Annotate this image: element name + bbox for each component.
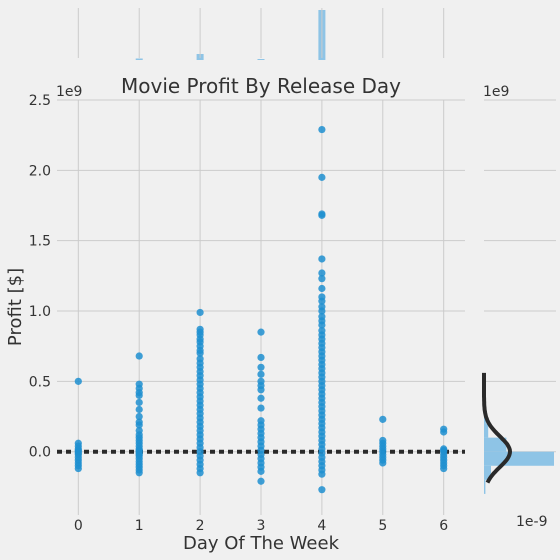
scatter-point: [135, 421, 143, 429]
x-tick-label: 0: [74, 518, 83, 534]
scatter-point: [318, 284, 326, 293]
scatter-point: [318, 211, 326, 219]
chart-title: Movie Profit By Release Day: [121, 74, 401, 98]
scatter-point: [196, 469, 204, 477]
scatter-point: [135, 398, 143, 407]
y-offset-label: 1e9: [56, 84, 82, 100]
scatter-point: [257, 404, 265, 412]
scatter-point: [135, 391, 143, 400]
scatter-point: [257, 386, 265, 394]
scatter-point: [257, 370, 265, 378]
y-tick-labels: 0.0 0.5 1.0 1.5 2.0 2.5: [29, 93, 51, 461]
x-tick-label: 4: [317, 518, 326, 534]
right-hist-bar: [484, 465, 491, 480]
right-offset-label: 1e9: [483, 84, 509, 100]
scatter-point: [257, 467, 265, 475]
y-tick-label: 0.0: [29, 445, 51, 461]
x-tick-label: 2: [196, 518, 205, 534]
right-kde-curve: [482, 372, 513, 484]
scatter-point: [318, 486, 326, 494]
y-tick-label: 2.0: [29, 163, 51, 179]
scatter-point: [135, 412, 143, 421]
scatter-point: [318, 269, 326, 277]
scatter-point: [440, 428, 448, 436]
top-hist-bar: [257, 59, 265, 60]
scatter-point: [318, 321, 326, 329]
x-tick-label: 6: [439, 518, 448, 534]
x-tick-labels: 0 1 2 3 4 5 6: [74, 518, 448, 534]
y-tick-label: 1.0: [29, 304, 51, 320]
scatter-point: [135, 469, 143, 477]
right-hist-bar: [484, 479, 486, 494]
scatter-point: [257, 477, 265, 485]
scatter-point: [196, 308, 204, 317]
scatter-point: [257, 328, 265, 336]
scatter-point: [440, 464, 448, 473]
right-marginal-histogram: [484, 395, 554, 494]
scatter-point: [74, 464, 82, 473]
right-hist-bar: [484, 437, 507, 452]
top-hist-bar: [135, 58, 143, 60]
right-hist-bar: [484, 451, 554, 466]
scatter-point: [257, 394, 265, 402]
y-tick-label: 1.5: [29, 234, 51, 250]
right-hist-bar: [484, 423, 489, 438]
scatter-point: [196, 349, 204, 357]
y-tick-label: 2.5: [29, 93, 51, 109]
right-bottom-label: 1e-9: [516, 514, 547, 530]
y-axis-label: Profit [$]: [5, 268, 26, 346]
x-tick-label: 1: [135, 518, 144, 534]
y-tick-label: 0.5: [29, 374, 51, 390]
scatter-point: [318, 470, 326, 478]
scatter-point: [379, 415, 387, 423]
scatter-point: [257, 363, 265, 371]
scatter-points: [74, 125, 448, 494]
scatter-point: [257, 353, 265, 362]
x-axis-label: Day Of The Week: [183, 533, 340, 554]
scatter-point: [318, 297, 326, 305]
x-tick-label: 3: [257, 518, 266, 534]
scatter-point: [74, 377, 82, 385]
scatter-point: [318, 173, 326, 181]
scatter-point: [318, 125, 326, 134]
scatter-point: [318, 255, 326, 263]
x-tick-label: 5: [378, 518, 387, 534]
scatter-point: [318, 275, 326, 283]
scatter-point: [379, 459, 387, 467]
scatter-point: [318, 307, 326, 315]
scatter-point: [135, 352, 143, 360]
scatter-point: [135, 405, 143, 414]
